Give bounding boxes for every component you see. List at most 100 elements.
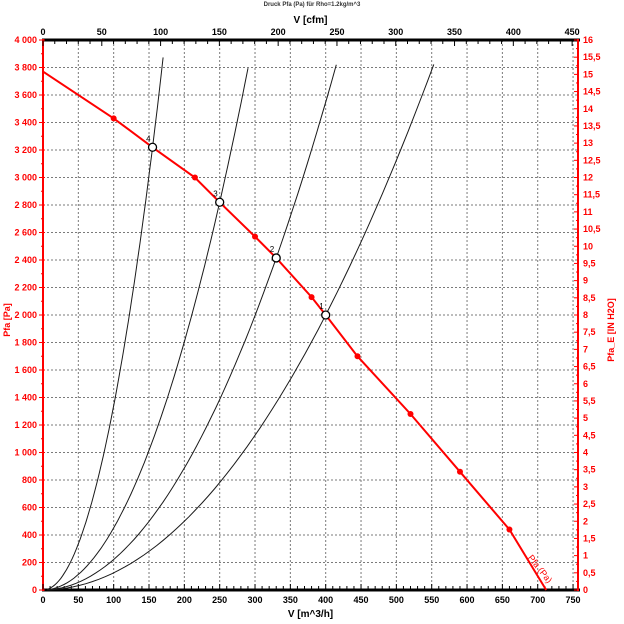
top-tick-label: 200	[271, 27, 286, 37]
left-tick-label: 1 400	[14, 393, 37, 403]
fan-curve: Pfa (Pa)	[42, 70, 554, 591]
top-tick-label: 0	[40, 27, 45, 37]
right-tick-label: 1	[583, 551, 588, 561]
right-tick-label: 3	[583, 482, 588, 492]
right-tick-label: 0	[583, 585, 588, 595]
top-tick-label: 400	[506, 27, 521, 37]
operating-point-label: 1	[319, 302, 324, 311]
left-tick-label: 2 400	[14, 255, 37, 265]
right-tick-label: 7	[583, 344, 588, 354]
operating-point-2	[271, 253, 281, 263]
operating-point-1	[321, 310, 331, 320]
bottom-tick-label: 0	[40, 595, 45, 605]
right-tick-label: 12	[583, 173, 593, 183]
operating-points: 4 3 2 1	[146, 134, 331, 320]
bottom-tick-label: 650	[495, 595, 510, 605]
bottom-tick-label: 700	[530, 595, 545, 605]
bottom-tick-label: 100	[106, 595, 121, 605]
left-tick-label: 3 400	[14, 118, 37, 128]
right-tick-label: 16	[583, 35, 593, 45]
right-tick-label: 10	[583, 241, 593, 251]
left-tick-label: 2 800	[14, 200, 37, 210]
top-tick-label: 100	[153, 27, 168, 37]
bottom-tick-label: 400	[318, 595, 333, 605]
right-tick-label: 13,5	[583, 121, 601, 131]
left-tick-label: 200	[22, 558, 37, 568]
right-tick-label: 15,5	[583, 52, 601, 62]
top-axis: 0 50 100 150 200 250 300 350 400 450 V [cfm]	[40, 15, 580, 46]
left-tick-label: 3 000	[14, 173, 37, 183]
bottom-tick-label: 150	[141, 595, 156, 605]
system-curve-3	[47, 68, 249, 591]
right-tick-label: 5	[583, 413, 588, 423]
top-axis-title: V [cfm]	[294, 15, 328, 26]
chart-title: Druck Pfa (Pa) für Rho=1.2kg/m^3	[263, 2, 361, 8]
left-tick-label: 0	[32, 585, 37, 595]
bottom-tick-label: 750	[566, 595, 581, 605]
right-tick-label: 6,5	[583, 362, 596, 372]
fan-curve-dot	[308, 294, 315, 301]
bottom-tick-label: 600	[460, 595, 475, 605]
right-tick-label: 8,5	[583, 293, 596, 303]
top-tick-label: 250	[329, 27, 344, 37]
right-axis-title: Pfa_E [IN H2O]	[606, 298, 616, 362]
right-tick-label: 3,5	[583, 465, 596, 475]
right-axis: 00,511,522,533,544,555,566,577,588,599,5…	[574, 35, 616, 595]
left-tick-label: 3 800	[14, 63, 37, 73]
bottom-tick-label: 550	[424, 595, 439, 605]
left-tick-label: 1 600	[14, 365, 37, 375]
top-tick-label: 300	[388, 27, 403, 37]
left-tick-label: 1 200	[14, 420, 37, 430]
left-tick-label: 4 000	[14, 35, 37, 45]
right-tick-label: 10,5	[583, 224, 601, 234]
left-tick-label: 2 200	[14, 283, 37, 293]
fan-curve-dot	[252, 233, 259, 240]
bottom-axis-title: V [m^3/h]	[288, 609, 333, 620]
system-curve-4	[47, 57, 164, 590]
right-tick-label: 4	[583, 448, 588, 458]
right-tick-label: 0,5	[583, 568, 596, 578]
fan-curve-dot	[407, 411, 414, 417]
bottom-tick-label: 300	[248, 595, 263, 605]
bottom-tick-label: 500	[389, 595, 404, 605]
top-tick-label: 150	[212, 27, 227, 37]
operating-point-3	[215, 197, 225, 207]
right-tick-label: 9,5	[583, 258, 596, 268]
right-tick-label: 2	[583, 516, 588, 526]
fan-curve-dot	[506, 526, 513, 533]
left-axis: 0 200 400 600 800 1 000 1 200 1 400 1 600 1 800 2 …	[2, 35, 45, 595]
right-tick-label: 12,5	[583, 155, 601, 165]
top-tick-label: 350	[447, 27, 462, 37]
fan-curve-dot	[191, 174, 198, 181]
right-tick-label: 9	[583, 276, 588, 286]
top-tick-label: 50	[97, 27, 107, 37]
operating-point-label: 3	[213, 189, 218, 198]
right-tick-label: 11	[583, 207, 593, 217]
right-tick-label: 8	[583, 310, 588, 320]
bottom-tick-label: 200	[177, 595, 192, 605]
system-curve-1	[47, 64, 435, 591]
fan-curve-path	[42, 70, 548, 591]
right-tick-label: 11,5	[583, 190, 600, 200]
right-tick-label: 15	[583, 69, 593, 79]
left-tick-label: 3 600	[14, 90, 37, 100]
left-tick-label: 400	[22, 530, 37, 540]
right-tick-label: 14,5	[583, 87, 601, 97]
left-tick-label: 1 800	[14, 338, 37, 348]
bottom-tick-label: 350	[283, 595, 298, 605]
fan-curve-dot	[110, 115, 117, 122]
bottom-tick-label: 50	[73, 595, 83, 605]
right-tick-label: 2,5	[583, 499, 596, 509]
system-curve-2	[47, 64, 337, 591]
right-tick-label: 6	[583, 379, 588, 389]
operating-point-label: 2	[270, 245, 275, 254]
system-curves	[47, 57, 435, 591]
grid	[43, 40, 578, 590]
operating-point-4	[147, 142, 158, 152]
fan-curve-dot	[354, 353, 361, 360]
right-tick-label: 7,5	[583, 327, 596, 337]
right-tick-label: 14	[583, 104, 593, 114]
left-tick-label: 2 600	[14, 228, 37, 238]
